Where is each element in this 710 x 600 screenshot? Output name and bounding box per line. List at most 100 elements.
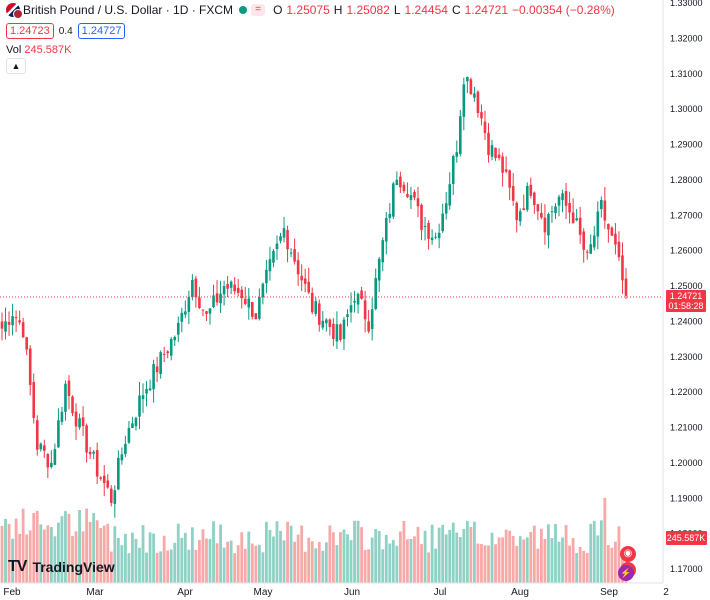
candle-body[interactable] <box>35 420 39 450</box>
candle-body[interactable] <box>610 227 614 236</box>
candle-body[interactable] <box>621 255 624 281</box>
candle-body[interactable] <box>585 251 589 253</box>
candle-body[interactable] <box>374 278 377 310</box>
candle-body[interactable] <box>247 298 251 308</box>
candle-body[interactable] <box>21 322 25 338</box>
candle-body[interactable] <box>296 260 300 275</box>
candle-body[interactable] <box>212 295 215 307</box>
candle-body[interactable] <box>508 170 511 188</box>
candle-body[interactable] <box>399 176 402 188</box>
candle-body[interactable] <box>356 293 360 305</box>
candle-body[interactable] <box>11 316 14 326</box>
candle-body[interactable] <box>219 293 222 304</box>
candle-body[interactable] <box>155 366 159 373</box>
candle-body[interactable] <box>39 443 43 450</box>
candle-body[interactable] <box>88 451 92 455</box>
candle-body[interactable] <box>367 321 370 332</box>
lightning-icon[interactable]: ⚡ <box>618 565 634 581</box>
candle-body[interactable] <box>600 199 603 210</box>
candle-body[interactable] <box>194 278 198 298</box>
candle-body[interactable] <box>307 281 311 293</box>
candle-body[interactable] <box>473 93 476 98</box>
candle-body[interactable] <box>603 200 607 221</box>
candle-body[interactable] <box>71 396 74 414</box>
candle-body[interactable] <box>240 289 244 299</box>
candle-body[interactable] <box>614 233 617 245</box>
candle-body[interactable] <box>148 388 152 391</box>
candle-body[interactable] <box>314 301 318 314</box>
candle-body[interactable] <box>258 297 261 319</box>
candle-body[interactable] <box>554 206 557 214</box>
candle-body[interactable] <box>60 411 64 422</box>
candle-body[interactable] <box>14 317 18 319</box>
candle-body[interactable] <box>332 323 335 339</box>
candle-body[interactable] <box>78 418 81 428</box>
candle-body[interactable] <box>571 212 575 224</box>
candle-body[interactable] <box>275 243 279 250</box>
candle-body[interactable] <box>254 313 258 320</box>
candle-body[interactable] <box>325 319 328 324</box>
candle-body[interactable] <box>120 454 124 461</box>
candle-body[interactable] <box>222 286 226 295</box>
candle-body[interactable] <box>124 443 127 455</box>
economic-event-globe-icon[interactable]: ◉ <box>620 546 636 562</box>
candle-body[interactable] <box>406 194 409 198</box>
candle-body[interactable] <box>152 363 155 390</box>
candle-body[interactable] <box>261 283 265 298</box>
candle-body[interactable] <box>518 211 522 222</box>
candle-body[interactable] <box>138 395 141 417</box>
candle-body[interactable] <box>0 321 4 329</box>
candle-body[interactable] <box>349 305 353 313</box>
candle-body[interactable] <box>57 420 60 448</box>
candle-body[interactable] <box>102 475 106 484</box>
candle-body[interactable] <box>469 79 473 95</box>
candle-body[interactable] <box>317 303 321 325</box>
candle-body[interactable] <box>536 204 540 212</box>
candle-body[interactable] <box>85 425 88 453</box>
candle-body[interactable] <box>607 223 610 230</box>
candle-body[interactable] <box>589 244 593 254</box>
candle-body[interactable] <box>384 218 388 242</box>
candle-body[interactable] <box>490 145 494 157</box>
candle-body[interactable] <box>335 324 339 342</box>
candle-body[interactable] <box>582 231 585 250</box>
candle-body[interactable] <box>451 156 455 184</box>
candle-body[interactable] <box>487 132 490 155</box>
candle-body[interactable] <box>191 279 194 298</box>
candle-body[interactable] <box>173 336 177 341</box>
candle-body[interactable] <box>243 298 247 304</box>
candle-body[interactable] <box>215 293 219 303</box>
candle-body[interactable] <box>92 451 95 454</box>
candle-body[interactable] <box>392 183 395 217</box>
candle-body[interactable] <box>236 287 240 293</box>
candle-body[interactable] <box>459 116 462 154</box>
candle-body[interactable] <box>501 156 504 173</box>
candle-body[interactable] <box>504 169 508 172</box>
candle-body[interactable] <box>198 297 201 308</box>
candle-body[interactable] <box>561 193 564 201</box>
candle-body[interactable] <box>18 320 21 323</box>
candle-body[interactable] <box>402 184 406 192</box>
candle-body[interactable] <box>455 152 459 157</box>
candle-body[interactable] <box>180 312 184 322</box>
candle-body[interactable] <box>522 208 526 211</box>
candle-body[interactable] <box>466 77 469 82</box>
candle-body[interactable] <box>28 348 32 385</box>
sell-button[interactable]: 1.24723 <box>6 23 54 39</box>
candle-body[interactable] <box>483 121 487 134</box>
candle-body[interactable] <box>363 300 367 320</box>
candle-body[interactable] <box>346 314 349 318</box>
candle-body[interactable] <box>596 211 600 237</box>
candle-body[interactable] <box>437 232 441 239</box>
candle-body[interactable] <box>339 324 342 340</box>
candle-body[interactable] <box>557 196 561 206</box>
candle-body[interactable] <box>328 319 332 328</box>
candle-body[interactable] <box>162 353 166 355</box>
candle-body[interactable] <box>141 395 145 400</box>
candle-body[interactable] <box>67 380 71 396</box>
candle-body[interactable] <box>575 218 578 221</box>
candle-body[interactable] <box>342 319 346 339</box>
candle-body[interactable] <box>377 258 381 281</box>
candle-body[interactable] <box>46 454 50 468</box>
candle-body[interactable] <box>25 337 28 350</box>
